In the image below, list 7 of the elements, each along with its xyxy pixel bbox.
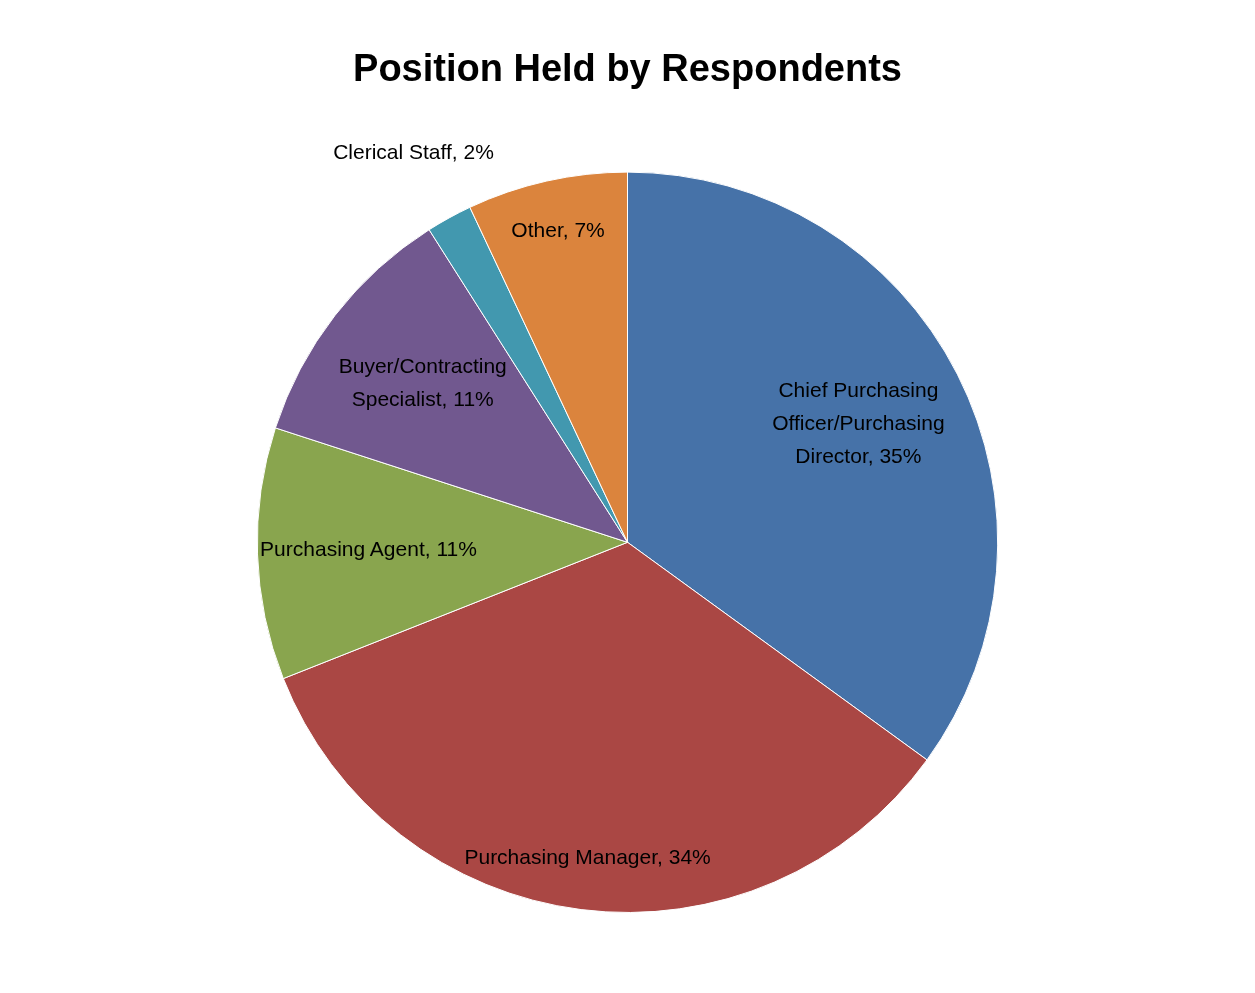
slice-label: Purchasing Agent, 11% (260, 537, 477, 561)
slice-label: Purchasing Manager, 34% (464, 844, 711, 868)
slice-label: Buyer/Contracting Specialist, 11% (338, 353, 507, 410)
slice-label: Chief Purchasing Officer/Purchasing Director, 35% (772, 378, 945, 468)
slice-label: Other, 7% (511, 218, 605, 242)
slice-label: Clerical Staff, 2% (333, 139, 494, 163)
chart-title: Position Held by Respondents (353, 47, 902, 90)
